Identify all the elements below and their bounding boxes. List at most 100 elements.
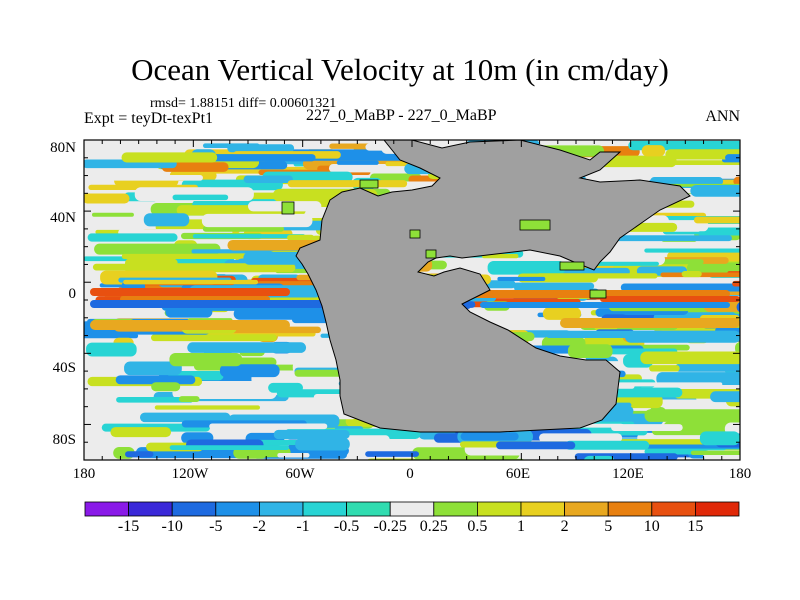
field-cell [151,382,181,392]
season-label: ANN [705,108,740,125]
colorbar-label: 10 [643,518,660,535]
field-cell [565,440,650,450]
field-cell [589,261,659,266]
field-cell [725,154,740,162]
lat-label: 80N [50,140,76,156]
colorbar-label: 15 [687,518,704,535]
colorbar-box [607,501,653,517]
field-cell [560,318,740,328]
field-cell [201,213,313,228]
field-cell [91,212,134,217]
colorbar-box [171,501,217,517]
field-cell [124,361,182,376]
colorbar-box [651,501,696,517]
lon-label: 120W [171,466,209,482]
field-cell [480,302,730,308]
field-cell [660,160,740,166]
field-cell [116,396,194,403]
field-cell [268,382,303,393]
field-cell [187,342,307,353]
lat-label: 40N [50,210,76,226]
colorbar-box [520,501,565,517]
field-cell [732,280,740,287]
colorbar [84,501,740,517]
field-cell [172,194,229,201]
field-cell [698,231,740,236]
field-cell [365,451,419,457]
field-cell [123,279,259,285]
colorbar-box [258,501,304,517]
field-cell [487,260,566,275]
field-cell [87,233,178,242]
field-cell [185,154,316,162]
field-cell [139,412,231,423]
field-cell [739,380,740,384]
field-cell [497,276,546,281]
field-cell [675,363,740,372]
field-cell [681,270,702,278]
stats-text: rmsd= 1.88151 diff= 0.00601321 [150,96,337,111]
colorbar-label: -0.5 [333,518,360,535]
lake-patch [281,201,295,215]
field-cell [735,341,740,355]
lon-label: 60E [505,466,531,482]
lon-label: 0 [406,466,414,482]
field-cell [736,302,740,313]
lon-label: 180 [72,466,96,482]
field-cell [656,372,740,386]
field-cell [84,174,203,181]
field-cell [143,213,190,227]
field-cell [641,145,666,157]
field-cell [481,254,519,259]
field-cell [731,297,740,309]
field-cell [496,441,576,450]
colorbar-label: -10 [161,518,183,535]
colorbar-label: -0.25 [373,518,407,535]
field-cell [227,144,295,153]
field-cell [121,253,241,259]
colorbar-box [215,501,260,517]
lake-patch [409,229,421,239]
colorbar-box [346,501,391,517]
field-cell [168,263,296,273]
field-cell [169,353,243,367]
field-cell [663,421,740,432]
field-cell [110,427,172,438]
colorbar-box [128,501,173,517]
field-cell [84,193,130,204]
colorbar-box [564,501,609,517]
colorbar-label: 0.25 [419,518,448,535]
field-cell [125,451,154,458]
field-cell [90,320,290,330]
colorbar-box [695,501,740,517]
field-cell [169,445,290,450]
field-cell [165,306,213,318]
lon-label: 180 [728,466,752,482]
field-cell [690,450,740,456]
field-cell [90,288,290,296]
field-cell [84,333,139,339]
lake-patch [559,261,585,271]
lat-label: 40S [52,360,76,376]
colorbar-label: -1 [296,518,310,535]
field-cell [567,344,613,358]
field-cell [640,351,740,365]
field-cell [219,364,280,378]
field-cell [202,226,285,232]
field-cell [549,308,577,316]
field-cell [513,282,595,290]
field-cell [611,424,683,432]
field-cell [94,243,221,255]
land-mask [295,140,691,433]
field-cell [287,180,408,188]
lat-label: 80S [52,432,76,448]
lake-patch [589,289,607,299]
field-cell [286,234,315,241]
field-cell [121,152,218,163]
field-cell [151,334,277,342]
field-cell [583,455,615,460]
field-cell [277,453,310,458]
colorbar-box [433,501,478,517]
lon-label: 120E [612,466,644,482]
lat-label: 0 [68,286,77,302]
